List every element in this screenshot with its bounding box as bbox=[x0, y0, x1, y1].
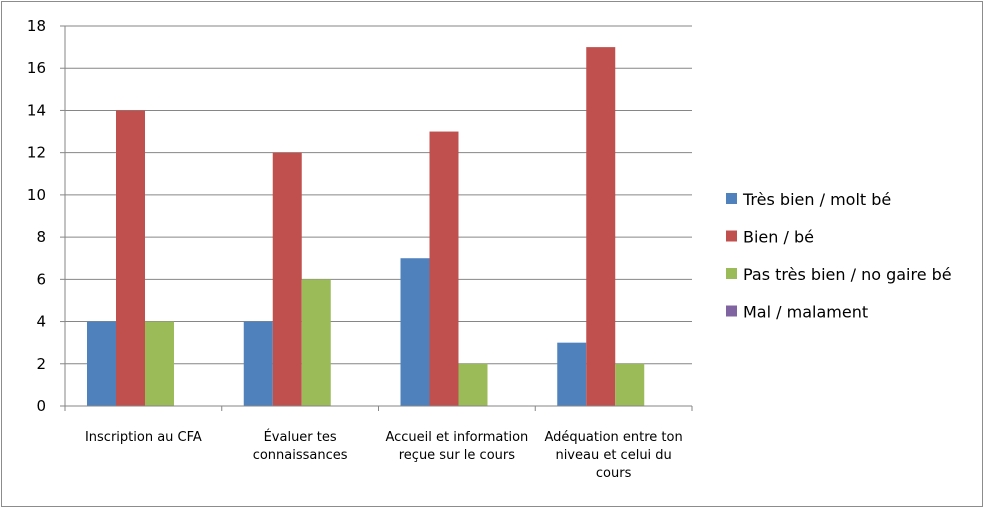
legend-swatch bbox=[726, 230, 737, 242]
legend-label: Mal / malament bbox=[743, 303, 868, 322]
bar-1-2 bbox=[243, 321, 273, 406]
y-tick-label: 18 bbox=[27, 17, 46, 35]
y-tick-label: 12 bbox=[27, 144, 46, 162]
bar-3-4 bbox=[615, 363, 645, 406]
y-tick-label: 8 bbox=[36, 228, 46, 246]
x-tick-label: Accueil et information bbox=[385, 430, 528, 445]
legend-swatch bbox=[726, 268, 737, 279]
x-tick-label: Évaluer tes bbox=[264, 429, 337, 445]
x-tick-label: niveau et celui du bbox=[555, 448, 671, 463]
y-axis: 0 2 4 6 8 10 12 14 16 18 bbox=[27, 17, 66, 415]
legend-swatch bbox=[726, 305, 737, 317]
legend: Très bien / molt bé Bien / bé Pas très bie… bbox=[726, 190, 952, 322]
y-tick-label: 10 bbox=[27, 186, 46, 204]
bar-1-1 bbox=[87, 321, 116, 406]
legend-label: Pas très bien / no gaire bé bbox=[743, 265, 952, 284]
y-tick-label: 0 bbox=[36, 397, 46, 415]
x-tick-label: reçue sur le cours bbox=[399, 448, 515, 463]
legend-label: Bien / bé bbox=[743, 228, 814, 247]
x-tick-label: Adéquation entre ton bbox=[545, 430, 683, 445]
x-tick-label: Inscription au CFA bbox=[85, 430, 202, 445]
legend-swatch bbox=[726, 193, 737, 204]
bar-2-4 bbox=[586, 47, 616, 406]
y-tick-label: 2 bbox=[36, 355, 46, 373]
bar-1-3 bbox=[400, 258, 430, 406]
x-axis: Inscription au CFA Évaluer tes connaissanc… bbox=[64, 405, 693, 481]
legend-label: Très bien / molt bé bbox=[742, 190, 891, 209]
bar-3-1 bbox=[145, 321, 174, 406]
x-tick-label: connaissances bbox=[253, 448, 348, 463]
y-tick-label: 16 bbox=[27, 59, 46, 77]
bar-2-2 bbox=[272, 152, 302, 406]
bar-2-1 bbox=[116, 110, 145, 406]
bars bbox=[87, 47, 645, 407]
bar-1-4 bbox=[557, 342, 587, 406]
x-tick-label: cours bbox=[596, 466, 632, 481]
y-tick-label: 6 bbox=[36, 270, 46, 288]
y-tick-label: 4 bbox=[36, 313, 46, 331]
bar-2-3 bbox=[429, 131, 459, 407]
y-tick-label: 14 bbox=[27, 101, 46, 119]
bar-3-3 bbox=[458, 363, 488, 406]
bar-3-2 bbox=[301, 279, 331, 406]
